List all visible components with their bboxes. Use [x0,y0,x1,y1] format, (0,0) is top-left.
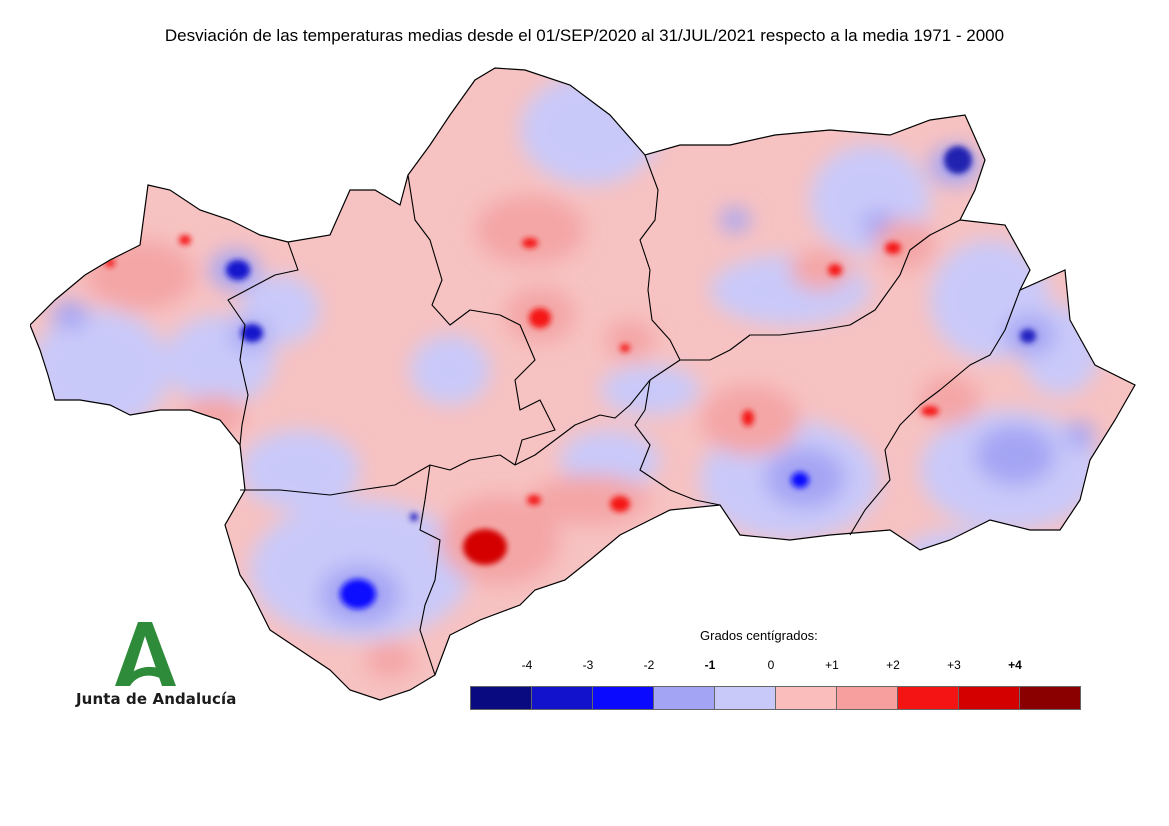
andalusia-temperature-map [30,67,1136,701]
legend-swatch-9 [1020,687,1080,709]
legend-labels: -4 -3 -2 -1 0 +1 +2 +3 +4 [470,658,1082,674]
temperature-field [30,68,1135,700]
legend-swatch-4 [715,687,776,709]
legend-label: -1 [704,658,716,672]
legend-swatch-2 [593,687,654,709]
legend-color-bar [470,686,1081,710]
legend-label: +2 [886,658,900,672]
legend-label: +4 [1008,658,1022,672]
map-title: Desviación de las temperaturas medias de… [164,26,1005,45]
legend-title: Grados centígrados: [700,628,818,643]
legend-swatch-8 [959,687,1020,709]
legend-swatch-7 [898,687,959,709]
logo-text: Junta de Andalucía [76,690,237,708]
legend-label: -4 [521,658,533,672]
legend-label: -3 [582,658,594,672]
legend-label: +3 [947,658,961,672]
legend-swatch-0 [471,687,532,709]
legend-label: 0 [767,658,775,672]
junta-de-andalucia-logo [115,622,176,686]
legend-swatch-5 [776,687,837,709]
legend-swatch-3 [654,687,715,709]
legend-label: +1 [825,658,839,672]
legend-label: -2 [643,658,655,672]
legend-swatch-1 [532,687,593,709]
legend-swatch-6 [837,687,898,709]
province-boundaries [227,154,1021,676]
